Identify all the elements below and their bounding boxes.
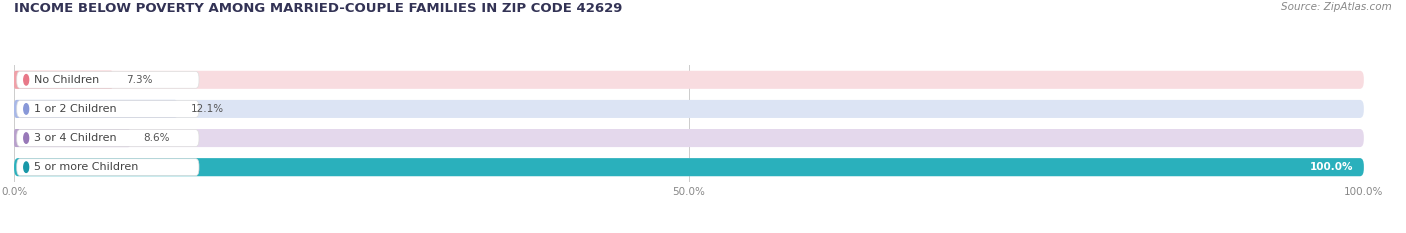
Circle shape (24, 104, 28, 114)
Text: 5 or more Children: 5 or more Children (34, 162, 139, 172)
Text: INCOME BELOW POVERTY AMONG MARRIED-COUPLE FAMILIES IN ZIP CODE 42629: INCOME BELOW POVERTY AMONG MARRIED-COUPL… (14, 2, 623, 15)
FancyBboxPatch shape (14, 100, 1364, 118)
Text: 1 or 2 Children: 1 or 2 Children (34, 104, 117, 114)
Text: Source: ZipAtlas.com: Source: ZipAtlas.com (1281, 2, 1392, 12)
Circle shape (24, 162, 28, 172)
Text: 8.6%: 8.6% (143, 133, 170, 143)
FancyBboxPatch shape (14, 71, 112, 89)
FancyBboxPatch shape (14, 158, 1364, 176)
FancyBboxPatch shape (14, 129, 1364, 147)
FancyBboxPatch shape (14, 100, 177, 118)
Text: 100.0%: 100.0% (1309, 162, 1353, 172)
Circle shape (24, 133, 28, 143)
Text: 3 or 4 Children: 3 or 4 Children (34, 133, 117, 143)
FancyBboxPatch shape (14, 129, 131, 147)
Circle shape (24, 75, 28, 85)
FancyBboxPatch shape (14, 158, 1364, 176)
Text: 7.3%: 7.3% (127, 75, 153, 85)
FancyBboxPatch shape (14, 71, 1364, 89)
Text: 12.1%: 12.1% (191, 104, 224, 114)
Text: No Children: No Children (34, 75, 100, 85)
FancyBboxPatch shape (17, 159, 200, 176)
FancyBboxPatch shape (17, 71, 200, 88)
FancyBboxPatch shape (17, 100, 200, 117)
FancyBboxPatch shape (17, 130, 200, 147)
